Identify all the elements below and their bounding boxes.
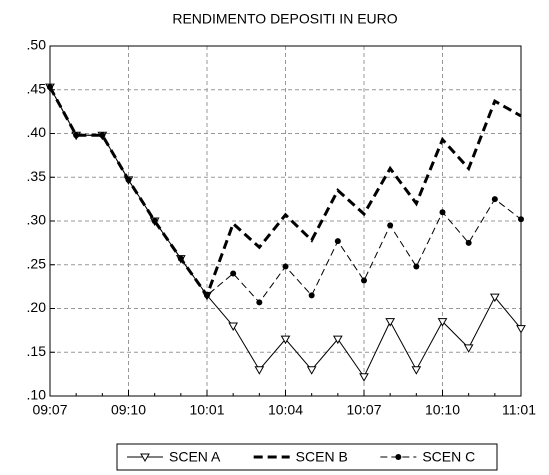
marker bbox=[387, 222, 394, 229]
marker bbox=[465, 239, 472, 246]
marker bbox=[151, 218, 158, 224]
y-tick-label: .35 bbox=[27, 168, 47, 184]
y-tick-label: .50 bbox=[27, 37, 47, 53]
marker bbox=[228, 322, 239, 332]
marker bbox=[99, 132, 106, 139]
marker bbox=[491, 196, 498, 203]
y-tick-label: .45 bbox=[27, 80, 47, 96]
x-tick-label: 10:10 bbox=[425, 402, 460, 418]
marker bbox=[125, 176, 132, 183]
x-tick-label: 10:01 bbox=[189, 402, 224, 418]
marker bbox=[334, 238, 341, 245]
marker bbox=[204, 292, 210, 299]
legend-marker bbox=[395, 454, 402, 460]
marker bbox=[332, 335, 343, 345]
y-tick-label: .20 bbox=[27, 299, 47, 315]
marker bbox=[359, 373, 369, 382]
marker bbox=[361, 277, 367, 284]
y-tick-label: .30 bbox=[27, 212, 47, 228]
marker bbox=[282, 263, 289, 270]
legend-label: SCEN A bbox=[169, 449, 221, 465]
legend-box bbox=[116, 443, 498, 471]
x-tick-label: 09:07 bbox=[32, 402, 67, 418]
marker bbox=[254, 366, 265, 375]
marker bbox=[439, 209, 446, 216]
marker bbox=[411, 366, 422, 375]
marker bbox=[308, 292, 315, 299]
y-tick-label: .15 bbox=[27, 343, 47, 359]
chart-title: RENDIMENTO DEPOSITI IN EURO bbox=[172, 11, 397, 27]
marker bbox=[306, 366, 317, 375]
marker bbox=[516, 325, 526, 334]
y-tick-label: .25 bbox=[27, 255, 47, 271]
x-tick-label: 09:10 bbox=[111, 402, 146, 418]
y-tick-label: .40 bbox=[27, 124, 47, 140]
marker bbox=[177, 255, 184, 262]
marker bbox=[73, 132, 80, 139]
legend-label: SCEN B bbox=[296, 449, 348, 465]
legend-label: SCEN C bbox=[422, 449, 475, 465]
marker bbox=[489, 293, 500, 303]
marker bbox=[463, 344, 474, 353]
legend-marker bbox=[140, 453, 150, 463]
x-tick-label: 10:04 bbox=[268, 402, 303, 418]
x-tick-label: 11:01 bbox=[502, 402, 536, 418]
marker bbox=[413, 263, 420, 270]
marker bbox=[437, 318, 448, 327]
marker bbox=[385, 318, 396, 327]
marker bbox=[47, 84, 53, 91]
marker bbox=[280, 335, 291, 345]
marker bbox=[256, 299, 263, 306]
marker bbox=[518, 216, 524, 223]
marker bbox=[230, 270, 237, 277]
x-tick-label: 10:07 bbox=[346, 402, 381, 418]
y-tick-label: .10 bbox=[27, 387, 47, 403]
